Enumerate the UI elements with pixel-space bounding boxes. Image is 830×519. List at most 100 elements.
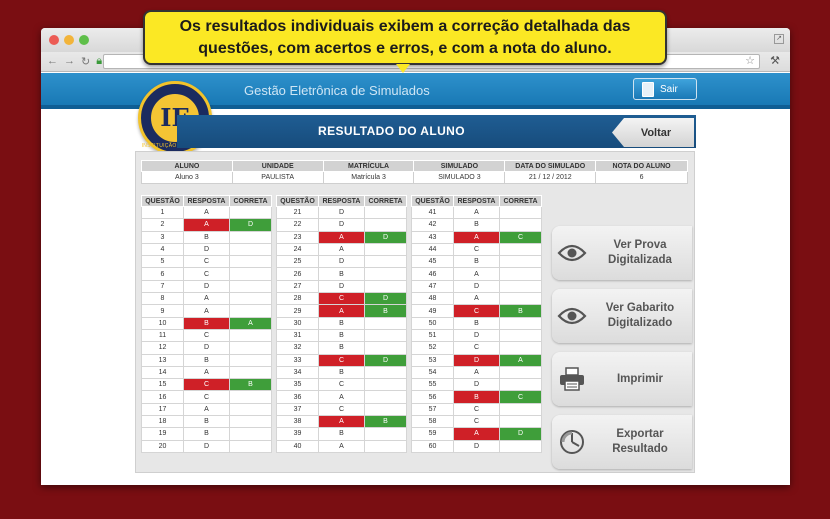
question-number: 27 [276,279,319,294]
correct-answer: D [229,218,272,232]
question-number: 18 [141,415,184,429]
correct-answer [499,242,542,257]
student-unit: PAULISTA [231,171,324,184]
back-button[interactable]: Voltar [612,118,694,147]
question-row: 51 D [411,328,542,343]
student-answer: B [318,328,365,343]
correct-answer [364,427,407,441]
question-row: 32 B [276,341,407,355]
question-number: 35 [276,378,319,392]
student-answer: A [453,230,500,244]
export-result-label: Exportar Resultado [612,428,668,455]
correct-answer [364,365,407,380]
question-row: 16 C [141,390,272,404]
question-number: 28 [276,292,319,306]
student-answer: D [318,279,365,294]
print-button[interactable]: Imprimir [552,352,692,406]
student-answer: C [318,378,365,392]
correct-answer [229,402,272,417]
correct-answer: C [499,230,542,244]
question-number: 11 [141,328,184,343]
page-title: RESULTADO DO ALUNO [318,124,465,138]
logout-button[interactable]: Sair [633,78,697,100]
questions-column-header: RESPOSTA [183,195,230,207]
maximize-window-button[interactable] [79,35,89,45]
question-row: 36 A [276,390,407,404]
question-row: 59 A D [411,427,542,441]
question-number: 41 [411,205,454,220]
question-number: 49 [411,304,454,318]
question-number: 1 [141,205,184,220]
question-row: 25 D [276,255,407,269]
questions-column-header: QUESTÃO [411,195,454,207]
questions-header-row: QUESTÃO RESPOSTA CORRETA [141,195,272,207]
view-scanned-answer-key-label: Ver Gabarito Digitalizado [605,302,675,329]
logout-label: Sair [660,83,678,95]
reload-icon[interactable]: ↻ [81,56,91,68]
correct-answer [229,255,272,269]
student-answer: A [453,205,500,220]
header-unidade: UNIDADE [231,160,324,172]
question-number: 2 [141,218,184,232]
back-arrow-icon[interactable]: ← [47,55,58,67]
callout-line-2: questões, com acertos e erros, e com a n… [198,40,612,57]
question-number: 4 [141,242,184,257]
student-answer: D [183,242,230,257]
correct-answer [499,316,542,330]
correct-answer: D [364,230,407,244]
fullscreen-icon[interactable]: ↗ [774,34,784,44]
student-answer: C [183,255,230,269]
header-aluno: ALUNO [141,160,233,172]
export-result-button[interactable]: Exportar Resultado [552,415,692,469]
result-panel: ALUNO UNIDADE MATRÍCULA SIMULADO DATA DO… [135,151,695,473]
question-row: 11 C [141,328,272,343]
question-number: 39 [276,427,319,441]
forward-arrow-icon[interactable]: → [64,55,75,67]
correct-answer [364,402,407,417]
view-scanned-exam-button[interactable]: Ver Prova Digitalizada [552,226,692,280]
questions-column-header: CORRETA [364,195,407,207]
correct-answer [229,353,272,367]
question-number: 21 [276,205,319,220]
question-row: 29 A B [276,304,407,318]
student-info-table: ALUNO UNIDADE MATRÍCULA SIMULADO DATA DO… [141,160,688,184]
questions-header-row: QUESTÃO RESPOSTA CORRETA [276,195,407,207]
window-controls [49,35,89,45]
student-answer: A [453,267,500,281]
question-number: 48 [411,292,454,306]
questions-table-2: QUESTÃO RESPOSTA CORRETA 21 D 22 D 23 A D 24 A 25 D 26… [276,195,407,453]
correct-answer [499,415,542,429]
student-answer: C [183,328,230,343]
correct-answer [499,402,542,417]
eye-icon [552,243,592,263]
view-scanned-answer-key-button[interactable]: Ver Gabarito Digitalizado [552,289,692,343]
bookmark-star-icon[interactable]: ☆ [745,55,755,67]
question-number: 44 [411,242,454,257]
student-answer: B [183,427,230,441]
view-scanned-exam-label: Ver Prova Digitalizada [608,239,672,266]
question-number: 32 [276,341,319,355]
student-answer: A [318,242,365,257]
question-row: 27 D [276,279,407,294]
correct-answer [229,242,272,257]
wrench-icon[interactable]: ⚒ [770,55,780,67]
student-info-row: Aluno 3 PAULISTA Matrícula 3 SIMULADO 3 … [141,171,688,184]
student-answer: D [318,205,365,220]
questions-header-row: QUESTÃO RESPOSTA CORRETA [411,195,542,207]
close-window-button[interactable] [49,35,59,45]
correct-answer [229,292,272,306]
question-row: 21 D [276,205,407,220]
student-answer: D [453,353,500,367]
question-row: 20 D [141,439,272,453]
questions-column-header: CORRETA [499,195,542,207]
student-answer: D [183,341,230,355]
question-number: 26 [276,267,319,281]
question-row: 33 C D [276,353,407,367]
minimize-window-button[interactable] [64,35,74,45]
correct-answer [229,439,272,453]
student-answer: A [453,365,500,380]
question-number: 40 [276,439,319,453]
